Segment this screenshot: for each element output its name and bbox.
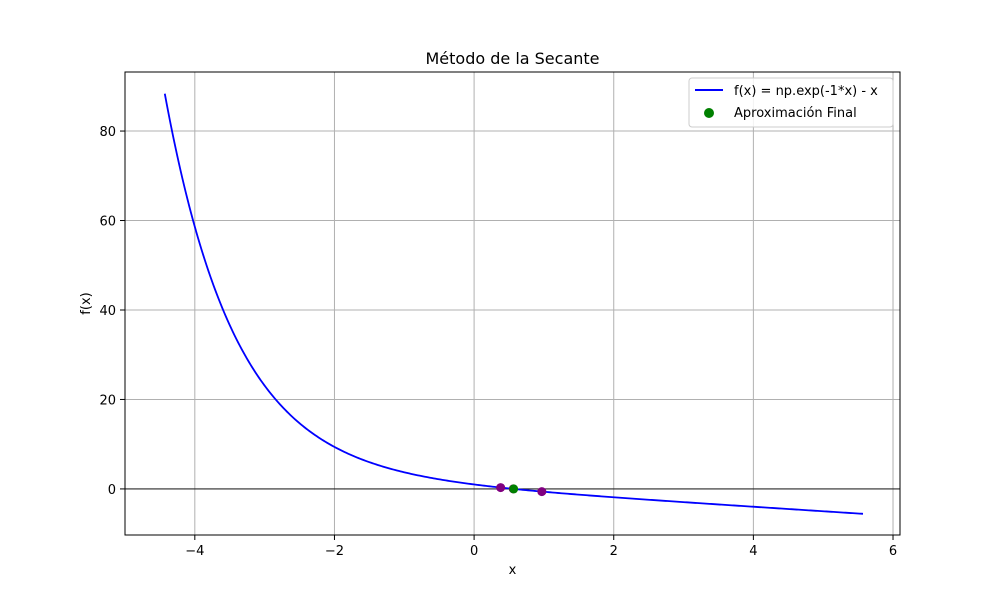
final-approximation-point [509,484,519,494]
x-axis-title: x [509,563,517,578]
legend: f(x) = np.exp(-1*x) - x Aproximación Fin… [688,77,894,128]
iteration-point [537,487,547,497]
y-tick-label: 20 [99,393,116,408]
chart-title: Método de la Secante [425,49,599,68]
iteration-point [496,483,506,493]
legend-entry-final-approximation: Aproximación Final [734,106,857,121]
y-axis-title: f(x) [79,292,94,314]
x-tick-label: −2 [325,544,344,559]
legend-point-marker [704,108,714,118]
y-tick-label: 40 [99,304,116,319]
legend-box [688,77,894,128]
x-tick-label: 2 [610,544,618,559]
x-tick-label: 4 [749,544,757,559]
x-tick-label: −4 [185,544,204,559]
y-tick-label: 60 [99,215,116,230]
series-layer [163,93,864,515]
y-tick-label: 80 [99,125,116,140]
y-tick-label: 0 [108,483,116,498]
plot-frame [124,71,901,536]
x-tick-label: 6 [889,544,897,559]
x-tick-label: 0 [470,544,478,559]
legend-entry-function: f(x) = np.exp(-1*x) - x [734,84,878,99]
